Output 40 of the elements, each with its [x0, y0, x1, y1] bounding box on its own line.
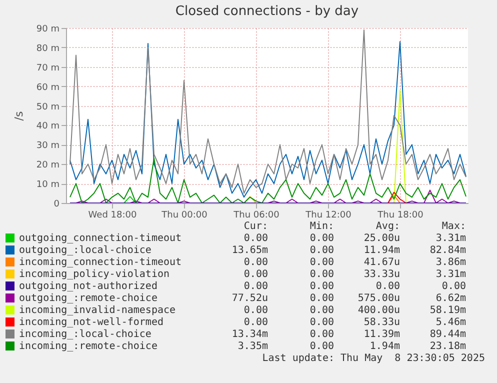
x-tick-label: Thu 00:00: [160, 210, 208, 220]
text: Last update: Thu May 8 23:30:05 2025: [261, 353, 485, 365]
legend-label: incoming_:remote-choice: [19, 341, 158, 352]
chart-title: Closed connections - by day: [175, 4, 359, 19]
legend-label: incoming_connection-timeout: [19, 257, 182, 268]
x-tick-label: Thu 12:00: [304, 210, 352, 220]
legend-label: incoming_:local-choice: [19, 329, 152, 340]
x-tick-label: Thu 06:00: [232, 210, 280, 220]
legend-label: incoming_invalid-namespace: [19, 305, 176, 316]
legend-label: outgoing_connection-timeout: [19, 233, 182, 244]
text: 0.00 0.00 58.33u 5.46m: [244, 317, 466, 328]
y-tick-label: 10 m: [36, 180, 60, 190]
text: 0.00 0.00 33.33u 3.31m: [244, 269, 466, 280]
y-tick-label: 0: [54, 200, 60, 210]
x-tick-label: Wed 18:00: [88, 210, 137, 220]
line-series: [70, 158, 466, 203]
x-tick-label: Thu 18:00: [376, 210, 424, 220]
y-tick-label: 20 m: [36, 160, 60, 171]
text: 77.52u 0.00 575.00u 6.62m: [232, 293, 466, 304]
text: 13.34m 0.00 11.39m 89.44m: [232, 329, 466, 340]
text: 0.00 0.00 400.00u 58.19m: [244, 305, 466, 316]
text: 3.35m 0.00 1.94m 23.18m: [238, 341, 466, 352]
y-tick-label: 30 m: [36, 141, 60, 152]
y-tick-label: 80 m: [36, 44, 60, 54]
y-tick-label: 50 m: [36, 102, 60, 112]
text: 13.65m 0.00 11.94m 82.84m: [232, 245, 466, 256]
text: 0.00 0.00 0.00 0.00: [244, 281, 466, 292]
y-tick-label: 60 m: [36, 82, 60, 93]
y-axis-title: /s: [12, 111, 26, 121]
legend-label: incoming_policy-violation: [19, 269, 170, 280]
y-tick-label: 40 m: [36, 122, 60, 132]
y-tick-label: 90 m: [36, 24, 60, 34]
legend-label: outgoing_:local-choice: [19, 245, 152, 256]
text: Cur: Min: Avg: Max:: [244, 221, 466, 232]
y-tick-label: 70 m: [36, 63, 60, 74]
text: 0.00 0.00 25.00u 3.31m: [244, 233, 466, 244]
legend-label: outgoing_not-authorized: [19, 281, 158, 292]
legend-label: incoming_not-well-formed: [19, 317, 164, 328]
legend-label: outgoing_:remote-choice: [19, 293, 158, 304]
text: 0.00 0.00 41.67u 3.86m: [244, 257, 466, 268]
